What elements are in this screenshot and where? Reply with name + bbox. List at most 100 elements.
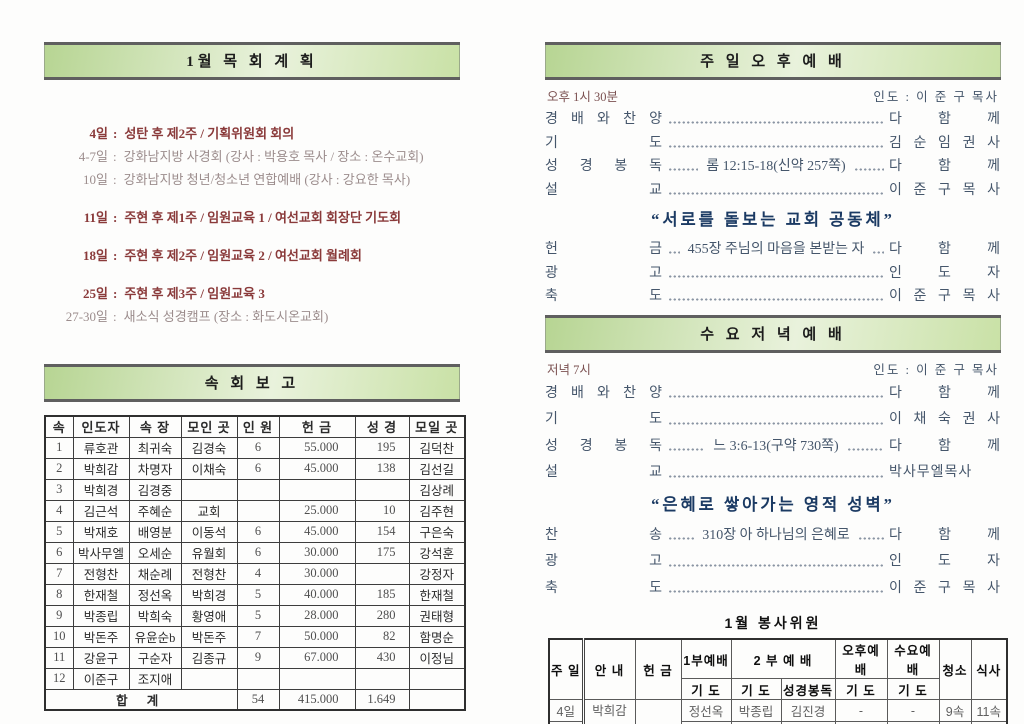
report-cell: 김상례 [408, 478, 466, 501]
sermon-title: “은혜로 쌓아가는 영적 성벽” [651, 494, 895, 514]
report-cell: 154 [354, 520, 410, 543]
report-cell: 최귀숙 [128, 436, 182, 459]
right-page: 주 일 오 후 예 배 오후 1시 30분 인도 : 이 준 구 목사 경 배 … [545, 42, 1008, 724]
report-cell: 정선옥 [128, 583, 182, 606]
report-total-place [408, 688, 466, 711]
report-cell [236, 499, 280, 522]
plan-item-day: 10일 [83, 172, 108, 187]
worship-item-label: 찬 송 [545, 527, 663, 543]
report-body: 1 류호관 최귀숙 김경숙 6 55.000 195 김덕찬 2 박희감 차명자 이채숙 6 45.000… [44, 436, 466, 711]
report-cell [236, 478, 280, 501]
worship-item-person: 인 도 자 [889, 265, 1001, 281]
committee-cell: - [886, 699, 940, 722]
report-cell: 박사무엘 [72, 541, 130, 564]
report-column-header: 성 경 [354, 415, 410, 438]
report-cell: 7 [236, 625, 280, 648]
report-cell: 45.000 [278, 520, 356, 543]
plan-item-text: 새소식 성경캠프 (장소 : 화도시온교회) [123, 309, 329, 324]
report-cell: 박재호 [72, 520, 130, 543]
plan-item: 4일: 성탄 후 제2주 / 기획위원회 회의 [44, 122, 460, 145]
worship-item-label: 경 배 와 찬 양 [545, 385, 663, 401]
plan-item-colon: : [113, 286, 118, 301]
worship-item-label: 광 고 [545, 265, 663, 281]
worship-line: 성 경 봉 독 롬 12:15-18(신약 257쪽) 다 함 께 [545, 155, 1001, 179]
report-cell: 한재철 [72, 583, 130, 606]
report-cell: 3 [44, 478, 74, 501]
committee-column-header-sub: 기 도 [680, 678, 732, 700]
plan-title: 1월 목 회 계 획 [44, 45, 460, 77]
report-cell: 박희감 [72, 457, 130, 480]
report-column-header: 속 [44, 415, 74, 438]
worship-item-person: 이 준 구 목 사 [889, 289, 1001, 304]
report-cell: 82 [354, 625, 410, 648]
worship-line: 설 교 박사무엘목사 [545, 460, 1001, 487]
report-cell: 김덕찬 [408, 436, 466, 459]
report-cell: 권태형 [408, 604, 466, 627]
plan-item-day: 11일 [83, 210, 108, 225]
report-cell: 유월회 [180, 541, 238, 564]
report-cell: 함명순 [408, 625, 466, 648]
report-cell: 30.000 [278, 541, 356, 564]
plan-item-text: 주현 후 제3주 / 임원교육 3 [124, 286, 265, 301]
committee-column-header-service1: 1부예배 [680, 638, 732, 679]
committee-column-header-cleaning: 청소 [938, 638, 972, 700]
report-cell: 195 [354, 436, 410, 459]
report-row: 12 이준구 조지애 [44, 667, 466, 690]
report-column-header: 인 원 [236, 415, 280, 438]
dotted-leader [846, 448, 884, 452]
report-cell: 조지애 [128, 667, 182, 690]
worship-item-person: 이 준 구 목 사 [889, 580, 1001, 596]
committee-date-cell: 4일 [548, 699, 585, 722]
left-page: 1월 목 회 계 획 4일: 성탄 후 제2주 / 기획위원회 회의 4-7일: 강화… [44, 42, 466, 711]
committee-body: 4일박희감전형찬오세순김진연김진경서은정정선옥박종립김진경--9속11속11일구… [548, 699, 1008, 724]
report-title: 속 회 보 고 [44, 367, 460, 399]
plan-item-day: 27-30일 [65, 309, 108, 324]
worship-item-person: 김 순 임 권 사 [889, 135, 1001, 151]
committee-column-header-sub: 기 도 [730, 678, 782, 700]
dotted-leader [668, 395, 884, 399]
dotted-leader [668, 421, 884, 425]
report-cell: 류호관 [72, 436, 130, 459]
sunday-title: 주 일 오 후 예 배 [545, 45, 1001, 77]
report-cell: 교회 [180, 499, 238, 522]
report-cell: 김선길 [408, 457, 466, 480]
dotted-leader [668, 448, 706, 452]
report-total-money: 415.000 [278, 688, 356, 711]
report-cell: 박희경 [72, 478, 130, 501]
committee-column-header-sub: 성경봉독 [780, 678, 836, 700]
dotted-leader [668, 474, 884, 478]
committee-column-header-afternoon: 오후예배 [834, 638, 888, 679]
report-cell: 28.000 [278, 604, 356, 627]
report-cell: 이정님 [408, 646, 466, 669]
report-cell: 1 [44, 436, 74, 459]
worship-item-person: 인 도 자 [889, 554, 1001, 569]
plan-item: 11일: 주현 후 제1주 / 임원교육 1 / 여선교회 회장단 기도회 [44, 206, 460, 229]
plan-item: 10일: 강화남지방 청년/청소년 연합예배 (강사 : 강요한 목사) [44, 168, 460, 191]
dotted-leader [668, 537, 695, 541]
report-column-header: 속 장 [128, 415, 182, 438]
plan-section-banner: 1월 목 회 계 획 [44, 42, 460, 80]
committee-column-header-offering: 헌 금 [634, 638, 682, 700]
committee-cell: 박종립 [730, 699, 782, 722]
worship-item-label: 광 고 [545, 554, 663, 569]
report-cell: 박종립 [72, 604, 130, 627]
report-cell: 박돈주 [72, 625, 130, 648]
report-cell: 이동석 [180, 520, 238, 543]
sermon-title: “서로를 돌보는 교회 공동체” [651, 210, 895, 229]
plan-item-day: 4일 [89, 126, 108, 141]
report-cell [236, 667, 280, 690]
report-row: 5 박재호 배영분 이동석 6 45.000 154 구은숙 [44, 520, 466, 543]
report-row: 8 한재철 정선옥 박희경 5 40.000 185 한재철 [44, 583, 466, 606]
report-cell: 6 [44, 541, 74, 564]
report-cell: 박희경 [180, 583, 238, 606]
report-row: 4 김근석 주혜순 교회 25.000 10 김주현 [44, 499, 466, 522]
report-cell [354, 478, 410, 501]
report-column-header: 헌 금 [278, 415, 356, 438]
report-column-header: 모일 곳 [408, 415, 466, 438]
report-cell [354, 562, 410, 585]
report-total-bible: 1.649 [354, 688, 410, 711]
worship-item-person: 다 함 께 [889, 527, 1002, 543]
